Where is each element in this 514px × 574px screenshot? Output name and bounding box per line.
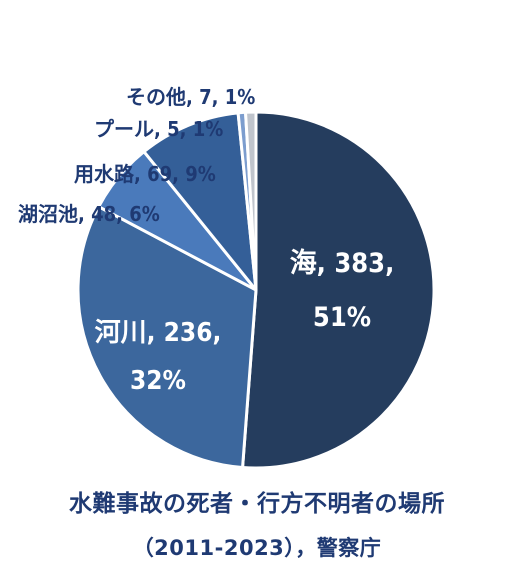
pie-slice bbox=[241, 110, 436, 470]
chart-title-line-1: 水難事故の死者・行方不明者の場所 bbox=[69, 491, 445, 517]
slice-label: 用水路, 69, 9% bbox=[74, 162, 216, 186]
chart-title-line-2: （2011-2023），警察庁 bbox=[132, 536, 382, 560]
pie-slice bbox=[76, 205, 258, 469]
slice-label: 湖沼池, 48, 6% bbox=[18, 202, 160, 226]
slice-label: 河川, 236, bbox=[95, 318, 222, 348]
slice-label: プール, 5, 1% bbox=[94, 117, 223, 141]
slice-label: その他, 7, 1% bbox=[126, 85, 255, 109]
slice-label: 32% bbox=[130, 366, 186, 396]
pie-slice bbox=[142, 111, 258, 292]
slice-label: 海, 383, bbox=[290, 248, 395, 279]
pie-slice bbox=[244, 110, 258, 292]
slice-label: 51% bbox=[313, 302, 371, 333]
